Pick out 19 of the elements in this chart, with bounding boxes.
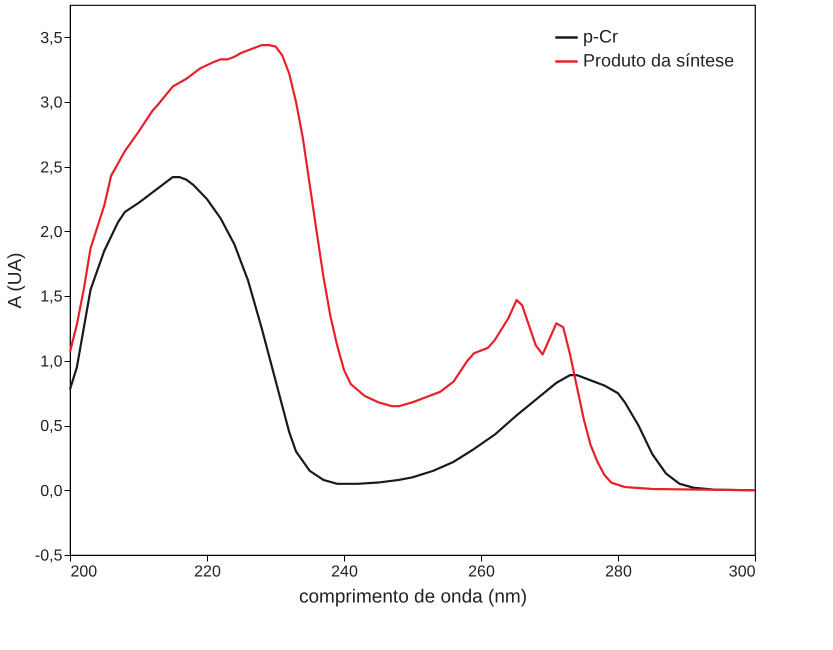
- y-tick-label: 2,0: [40, 224, 63, 241]
- x-tick-label: 260: [468, 564, 495, 580]
- y-tick-label: 2,5: [40, 159, 63, 176]
- y-tick-label: 0,5: [40, 418, 63, 436]
- y-tick-label: 1,5: [40, 288, 63, 306]
- x-tick-label: 240: [331, 564, 358, 580]
- y-tick-label: 0,0: [40, 482, 63, 500]
- x-tick-label: 200: [70, 564, 98, 580]
- x-tick-label: 220: [194, 564, 221, 580]
- y-axis-title: A (UA): [4, 252, 26, 308]
- y-tick-label: -0,5: [34, 548, 63, 564]
- legend-label: p-Cr: [583, 26, 618, 46]
- x-tick-label: 280: [605, 564, 632, 580]
- x-tick-label: 300: [728, 564, 756, 580]
- y-tick-label: 1,0: [40, 353, 63, 370]
- x-axis-title: comprimento de onda (nm): [298, 586, 528, 608]
- y-tick-label: 3,0: [40, 94, 63, 112]
- legend-label: Produto da síntese: [583, 50, 734, 70]
- y-tick-label: 3,5: [40, 30, 63, 47]
